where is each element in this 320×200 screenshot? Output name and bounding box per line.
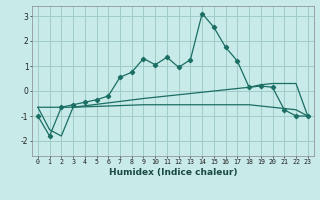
X-axis label: Humidex (Indice chaleur): Humidex (Indice chaleur) (108, 168, 237, 177)
